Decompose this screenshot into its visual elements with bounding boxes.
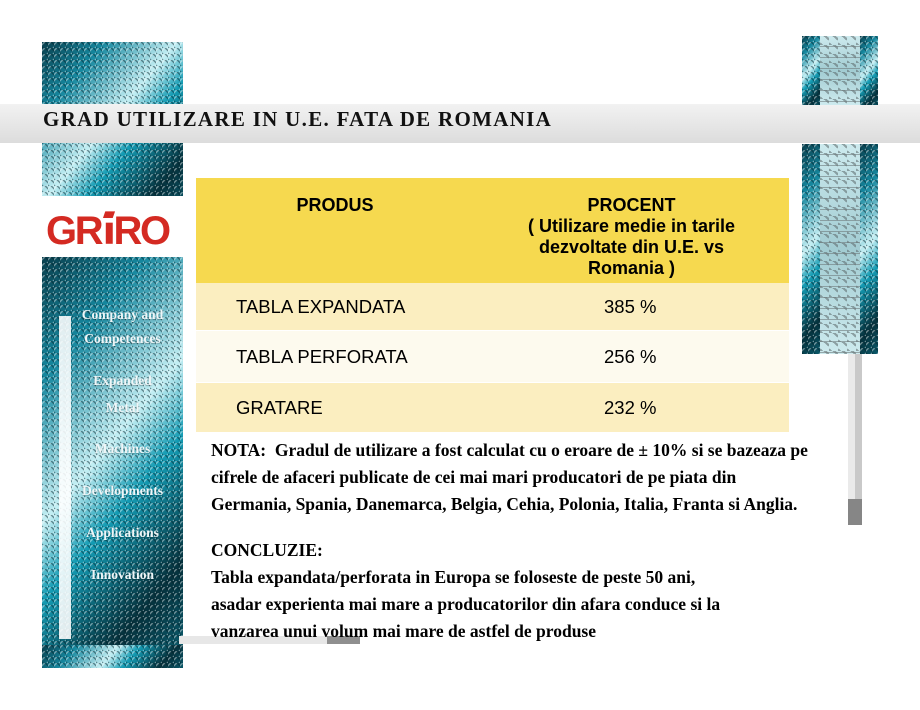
svg-text:GR: GR: [46, 209, 104, 253]
svg-text:RO: RO: [114, 209, 171, 253]
